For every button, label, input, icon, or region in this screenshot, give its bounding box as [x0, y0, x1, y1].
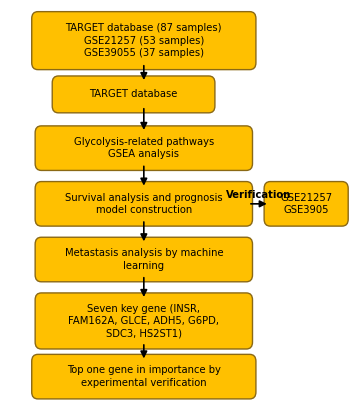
FancyBboxPatch shape [32, 354, 256, 399]
Text: Survival analysis and prognosis
model construction: Survival analysis and prognosis model co… [65, 193, 222, 215]
Text: GSE21257
GSE3905: GSE21257 GSE3905 [280, 193, 332, 215]
FancyBboxPatch shape [35, 293, 252, 349]
FancyBboxPatch shape [35, 126, 252, 170]
Text: Verification: Verification [226, 190, 292, 200]
Text: Seven key gene (INSR,
FAM162A, GLCE, ADH5, G6PD,
SDC3, HS2ST1): Seven key gene (INSR, FAM162A, GLCE, ADH… [68, 304, 219, 338]
Text: TARGET database (87 samples)
GSE21257 (53 samples)
GSE39055 (37 samples): TARGET database (87 samples) GSE21257 (5… [66, 23, 222, 58]
FancyBboxPatch shape [35, 237, 252, 282]
Text: TARGET database: TARGET database [89, 89, 178, 99]
Text: Glycolysis-related pathways
GSEA analysis: Glycolysis-related pathways GSEA analysi… [74, 137, 214, 159]
FancyBboxPatch shape [32, 12, 256, 70]
FancyBboxPatch shape [264, 182, 348, 226]
Text: Metastasis analysis by machine
learning: Metastasis analysis by machine learning [64, 248, 223, 271]
Text: Top one gene in importance by
experimental verification: Top one gene in importance by experiment… [67, 366, 221, 388]
FancyBboxPatch shape [52, 76, 215, 113]
FancyBboxPatch shape [35, 182, 252, 226]
